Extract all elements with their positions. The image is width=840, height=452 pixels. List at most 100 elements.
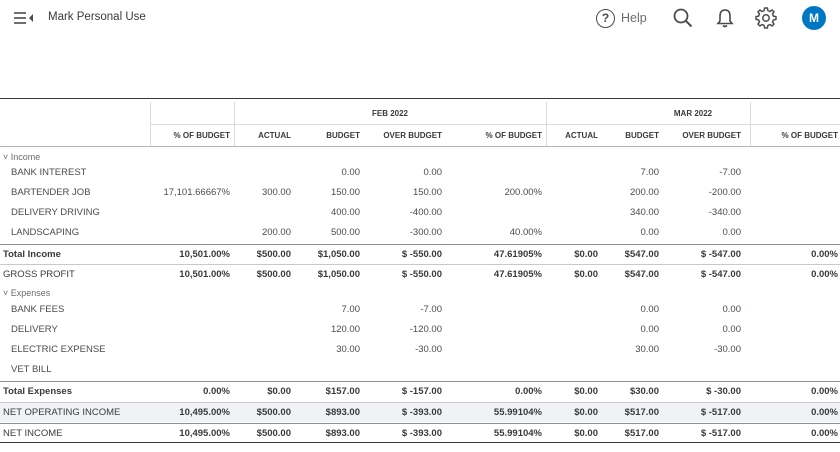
row-label[interactable]: ˅ Expenses	[3, 288, 51, 298]
search-icon[interactable]	[672, 7, 694, 29]
table-cell[interactable]: 300.00	[261, 187, 291, 198]
table-cell[interactable]: 0.00	[640, 227, 660, 238]
table-cell[interactable]: 7.00	[640, 167, 660, 178]
table-cell[interactable]: $500.00	[256, 269, 291, 280]
table-row: GROSS PROFIT 10,501.00% $500.00 $1,050.00 $ …	[0, 264, 840, 284]
table-cell[interactable]: 0.00	[722, 227, 742, 238]
table-cell[interactable]: $500.00	[256, 407, 291, 418]
column-header: OVER BUDGET	[383, 130, 442, 140]
table-cell[interactable]: 47.61905%	[493, 249, 542, 260]
table-cell[interactable]: $157.00	[325, 386, 360, 397]
table-cell[interactable]: $ -393.00	[401, 407, 442, 418]
table-cell[interactable]: $1,050.00	[317, 269, 360, 280]
table-cell[interactable]: 10,495.00%	[179, 407, 230, 418]
table-cell[interactable]: $893.00	[325, 407, 360, 418]
column-header: BUDGET	[625, 130, 659, 140]
table-cell[interactable]: 10,495.00%	[179, 427, 230, 439]
avatar[interactable]: M	[802, 6, 826, 30]
table-cell[interactable]: 340.00	[629, 207, 659, 218]
table-cell[interactable]: $0.00	[574, 249, 598, 260]
table-cell[interactable]: $517.00	[624, 407, 659, 418]
help-button[interactable]: ? Help	[596, 7, 647, 29]
table-cell[interactable]: 0.00	[423, 167, 443, 178]
table-cell[interactable]: 200.00	[261, 227, 291, 238]
row-label: DELIVERY	[11, 324, 58, 335]
table-cell[interactable]: $ -517.00	[700, 427, 741, 439]
table-cell[interactable]: -120.00	[409, 324, 442, 335]
table-cell[interactable]: 0.00	[640, 324, 660, 335]
table-cell[interactable]: $ -157.00	[401, 386, 442, 397]
table-cell[interactable]: $ -547.00	[700, 249, 741, 260]
table-cell[interactable]: 0.00%	[811, 386, 838, 397]
row-label: BARTENDER JOB	[11, 187, 91, 198]
table-cell[interactable]: 500.00	[330, 227, 360, 238]
table-cell[interactable]: -300.00	[409, 227, 442, 238]
table-cell[interactable]: $30.00	[629, 386, 659, 397]
table-cell[interactable]: 0.00%	[811, 427, 838, 439]
table-cell[interactable]: 200.00	[629, 187, 659, 198]
table-cell[interactable]: $ -547.00	[700, 269, 741, 280]
table-cell[interactable]: $0.00	[267, 386, 291, 397]
table-cell[interactable]: -400.00	[409, 207, 442, 218]
table-cell[interactable]: $0.00	[574, 407, 598, 418]
row-label: BANK INTEREST	[11, 167, 87, 178]
table-cell[interactable]: 150.00	[330, 187, 360, 198]
table-cell[interactable]: 200.00%	[504, 187, 542, 198]
table-cell[interactable]: 55.99104%	[493, 407, 542, 418]
table-cell[interactable]: 0.00%	[811, 407, 838, 418]
table-cell[interactable]: $547.00	[624, 249, 659, 260]
table-row: DELIVERY DRIVING 400.00 -400.00 340.00 -340.…	[0, 203, 840, 222]
table-cell[interactable]: -30.00	[415, 344, 442, 355]
table-cell[interactable]: $0.00	[574, 427, 598, 439]
table-cell[interactable]: 0.00%	[203, 386, 230, 397]
table-cell[interactable]: $ -550.00	[401, 249, 442, 260]
table-cell[interactable]: $ -517.00	[700, 407, 741, 418]
table-row: ELECTRIC EXPENSE 30.00 -30.00 30.00 -30.00	[0, 340, 840, 359]
table-cell[interactable]: $500.00	[256, 249, 291, 260]
row-label[interactable]: ˅ Income	[3, 152, 41, 162]
bell-icon[interactable]	[714, 7, 736, 29]
table-cell[interactable]: 0.00	[722, 304, 742, 315]
table-cell[interactable]: 0.00	[640, 304, 660, 315]
table-cell[interactable]: 0.00	[722, 324, 742, 335]
row-label: ELECTRIC EXPENSE	[11, 344, 106, 355]
table-row: NET OPERATING INCOME 10,495.00% $500.00 $89…	[0, 402, 840, 422]
table-cell[interactable]: -200.00	[708, 187, 741, 198]
table-cell[interactable]: 17,101.66667%	[163, 187, 230, 198]
table-cell[interactable]: 120.00	[330, 324, 360, 335]
table-cell[interactable]: $1,050.00	[317, 249, 360, 260]
table-cell[interactable]: 10,501.00%	[179, 269, 230, 280]
table-cell[interactable]: -7.00	[719, 167, 741, 178]
table-cell[interactable]: $ -30.00	[706, 386, 741, 397]
table-cell[interactable]: 400.00	[330, 207, 360, 218]
table-cell[interactable]: 55.99104%	[493, 427, 542, 439]
table-cell[interactable]: -340.00	[708, 207, 741, 218]
table-cell[interactable]: 10,501.00%	[179, 249, 230, 260]
table-cell[interactable]: 0.00%	[515, 386, 542, 397]
table-cell[interactable]: 47.61905%	[493, 269, 542, 280]
table-cell[interactable]: $0.00	[574, 269, 598, 280]
table-cell[interactable]: -7.00	[420, 304, 442, 315]
row-label: GROSS PROFIT	[3, 269, 75, 280]
table-cell[interactable]: 0.00%	[811, 269, 838, 280]
table-cell[interactable]: 40.00%	[509, 227, 542, 238]
table-cell[interactable]: 7.00	[341, 304, 361, 315]
table-cell[interactable]: 30.00	[336, 344, 360, 355]
table-cell[interactable]: 0.00%	[811, 249, 838, 260]
table-row: LANDSCAPING 200.00 500.00 -300.00 40.00% 0.00…	[0, 223, 840, 242]
table-cell[interactable]: 30.00	[635, 344, 659, 355]
table-cell[interactable]: 150.00	[412, 187, 442, 198]
table-cell[interactable]: $ -550.00	[401, 269, 442, 280]
table-cell[interactable]: $893.00	[325, 427, 360, 439]
table-cell[interactable]: $500.00	[256, 427, 291, 439]
table-cell[interactable]: $517.00	[624, 427, 659, 439]
table-cell[interactable]: $547.00	[624, 269, 659, 280]
table-cell[interactable]: $0.00	[574, 386, 598, 397]
table-cell[interactable]: -30.00	[714, 344, 741, 355]
header-bottom-rule	[0, 146, 840, 147]
collapse-menu-icon[interactable]	[13, 10, 35, 26]
table-cell[interactable]: $ -393.00	[401, 427, 442, 439]
table-row: DELIVERY 120.00 -120.00 0.00 0.00	[0, 320, 840, 339]
gear-icon[interactable]	[755, 7, 777, 29]
table-cell[interactable]: 0.00	[341, 167, 361, 178]
